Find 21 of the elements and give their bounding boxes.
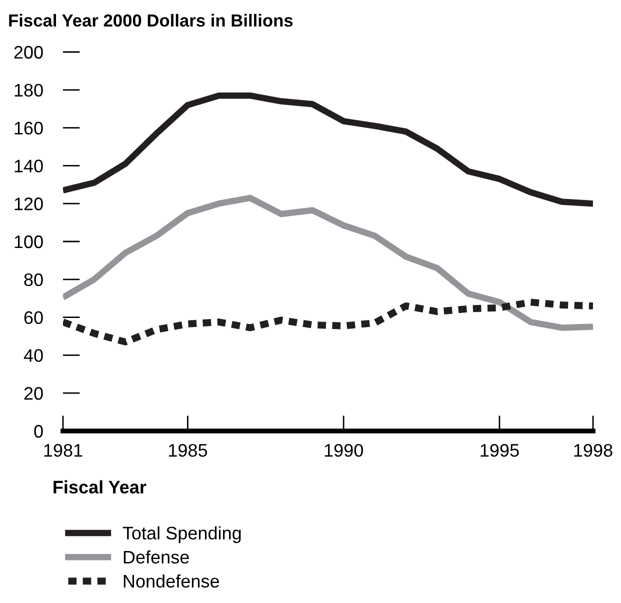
chart-title: Fiscal Year 2000 Dollars in Billions bbox=[9, 14, 293, 27]
y-tick-label: 160 bbox=[14, 122, 43, 135]
x-tick-label: 1985 bbox=[169, 444, 208, 457]
y-tick-label: 20 bbox=[24, 387, 43, 400]
y-tick-label: 120 bbox=[14, 198, 43, 210]
x-axis-title: Fiscal Year bbox=[54, 480, 146, 494]
legend-label: Nondefense bbox=[124, 574, 219, 588]
y-tick-label: 80 bbox=[24, 273, 43, 286]
x-tick-label: 1990 bbox=[324, 444, 363, 457]
y-tick-label: 200 bbox=[14, 46, 43, 59]
legend-label: Total Spending bbox=[122, 526, 241, 544]
x-tick-label: 1995 bbox=[480, 444, 519, 457]
x-tick-label: 1998 bbox=[574, 444, 612, 457]
legend-label: Defense bbox=[124, 550, 189, 564]
x-tick-label: 1981 bbox=[44, 444, 82, 457]
y-tick-label: 180 bbox=[14, 84, 43, 97]
y-tick-label: 100 bbox=[14, 235, 43, 248]
y-tick-label: 40 bbox=[24, 349, 43, 362]
y-tick-label: 60 bbox=[24, 311, 43, 324]
y-tick-label: 140 bbox=[14, 160, 43, 172]
y-tick-label: 0 bbox=[34, 424, 43, 438]
